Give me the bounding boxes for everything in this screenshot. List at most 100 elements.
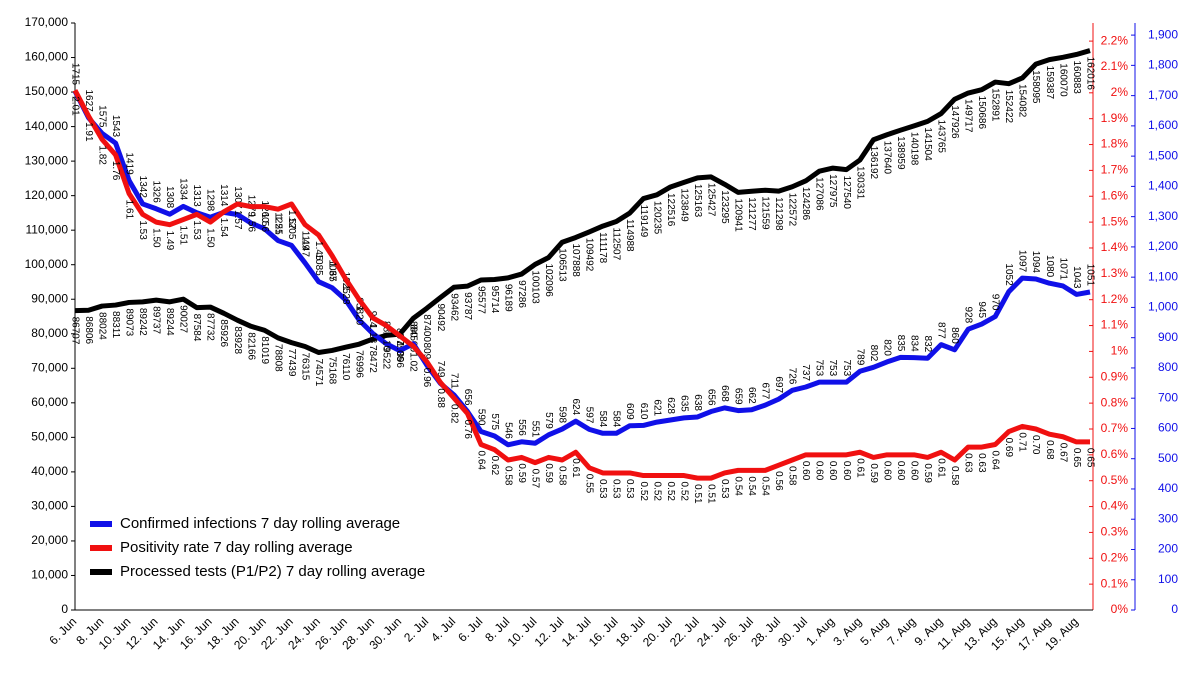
data-label: 102096 — [543, 263, 554, 297]
data-label: 0.60 — [814, 461, 825, 481]
data-label: 1205 — [286, 217, 297, 240]
data-label: 84500 — [408, 324, 419, 352]
data-label: 0.60 — [841, 461, 852, 481]
data-label: 1052 — [1003, 263, 1014, 286]
data-label: 79522 — [381, 341, 392, 369]
y-tick-label: 1,900 — [1148, 27, 1178, 41]
x-tick-label: 10. Jul — [505, 614, 540, 649]
data-label: 0.65 — [1071, 448, 1082, 468]
x-tick-label: 6. Jul — [455, 614, 485, 644]
data-label: 106513 — [557, 248, 568, 282]
x-tick-label: 22. Jul — [667, 614, 702, 649]
y-tick-label: 110,000 — [26, 222, 69, 236]
data-label: 621 — [651, 399, 662, 416]
data-label: 140198 — [908, 132, 919, 166]
data-label: 1715 — [69, 63, 80, 86]
data-label: 88024 — [96, 312, 107, 340]
data-label: 1.57 — [286, 210, 297, 230]
data-label: 1.57 — [232, 210, 243, 230]
data-label: 96189 — [502, 284, 513, 312]
y-tick-label: 0.7% — [1101, 421, 1129, 435]
data-label: 0.57 — [529, 469, 540, 489]
data-label: 100103 — [529, 270, 540, 304]
data-label: 0.64 — [990, 451, 1001, 471]
series-line — [74, 48, 1091, 356]
data-label: 809 — [421, 343, 432, 360]
data-label: 668 — [719, 385, 730, 402]
data-label: 1.20 — [354, 306, 365, 326]
x-tick-label: 3. Aug — [830, 614, 864, 648]
data-label: 628 — [665, 397, 676, 414]
data-label: 1097 — [1017, 250, 1028, 273]
y-tick-label: 70,000 — [31, 360, 68, 374]
y-tick-label: 1.9% — [1101, 111, 1129, 125]
y-tick-label: 800 — [1158, 360, 1178, 374]
data-label: 119149 — [638, 205, 649, 238]
data-label: 1.53 — [137, 220, 148, 240]
data-label: 77439 — [286, 349, 297, 377]
y-tick-label: 0 — [1171, 602, 1178, 616]
y-tick-label: 0.6% — [1101, 447, 1129, 461]
data-label: 143765 — [935, 120, 946, 154]
data-label: 0.59 — [516, 463, 527, 483]
data-label: 127540 — [841, 176, 852, 210]
data-label: 78808 — [272, 344, 283, 372]
data-label: 95577 — [475, 286, 486, 314]
y-tick-label: 160,000 — [25, 50, 69, 64]
data-label: 0.53 — [719, 479, 730, 499]
y-tick-label: 0.4% — [1101, 499, 1129, 513]
data-label: 753 — [814, 359, 825, 376]
data-label: 89737 — [151, 306, 162, 334]
data-label: 0.58 — [557, 466, 568, 486]
data-label: 107888 — [570, 243, 581, 277]
data-label: 880 — [381, 321, 392, 338]
data-label: 125427 — [705, 183, 716, 217]
data-label: 0.59 — [543, 463, 554, 483]
data-label: 1.49 — [164, 231, 175, 251]
y-tick-label: 2% — [1111, 85, 1129, 99]
y-tick-label: 1.3% — [1101, 266, 1129, 280]
data-label: 832 — [922, 336, 933, 353]
data-label: 656 — [705, 389, 716, 406]
data-label: 112507 — [611, 228, 622, 261]
data-label: 86707 — [69, 317, 80, 345]
data-label: 86806 — [83, 316, 94, 344]
data-label: 0.70 — [1030, 435, 1041, 455]
data-label: 109492 — [584, 238, 595, 272]
data-label: 79896 — [394, 340, 405, 368]
data-label: 590 — [475, 409, 486, 426]
data-label: 89244 — [164, 308, 175, 336]
data-label: 598 — [557, 406, 568, 423]
y-tick-label: 1,000 — [1148, 300, 1178, 314]
data-label: 0.76 — [462, 419, 473, 439]
data-label: 76996 — [354, 350, 365, 378]
y-tick-label: 0% — [1111, 602, 1129, 616]
data-label: 85926 — [218, 319, 229, 347]
data-label: 624 — [570, 399, 581, 416]
y-tick-label: 1.6% — [1101, 188, 1129, 202]
data-label: 1.10 — [381, 332, 392, 352]
data-label: 0.54 — [746, 476, 757, 496]
data-label: 0.58 — [502, 466, 513, 486]
y-tick-label: 0.8% — [1101, 395, 1129, 409]
data-label: 1.76 — [110, 161, 121, 181]
x-tick-label: 4. Jul — [428, 614, 458, 644]
data-label: 556 — [516, 419, 527, 436]
data-label: 697 — [773, 376, 784, 393]
data-label: 137640 — [881, 141, 892, 175]
data-label: 1419 — [123, 152, 134, 175]
y-tick-label: 170,000 — [25, 15, 69, 29]
data-label: 1.50 — [205, 228, 216, 248]
y-tick-label: 400 — [1158, 481, 1178, 495]
data-label: 120235 — [651, 201, 662, 235]
data-label: 1094 — [1030, 251, 1041, 274]
data-label: 0.60 — [908, 461, 919, 481]
data-label: 0.55 — [584, 474, 595, 494]
data-label: 753 — [841, 359, 852, 376]
data-label: 0.60 — [800, 461, 811, 481]
y-tick-label: 1.5% — [1101, 214, 1129, 228]
y-tick-label: 30,000 — [31, 499, 68, 513]
data-label: 656 — [462, 389, 473, 406]
data-label: 87732 — [205, 313, 216, 341]
data-label: 158095 — [1030, 70, 1041, 104]
